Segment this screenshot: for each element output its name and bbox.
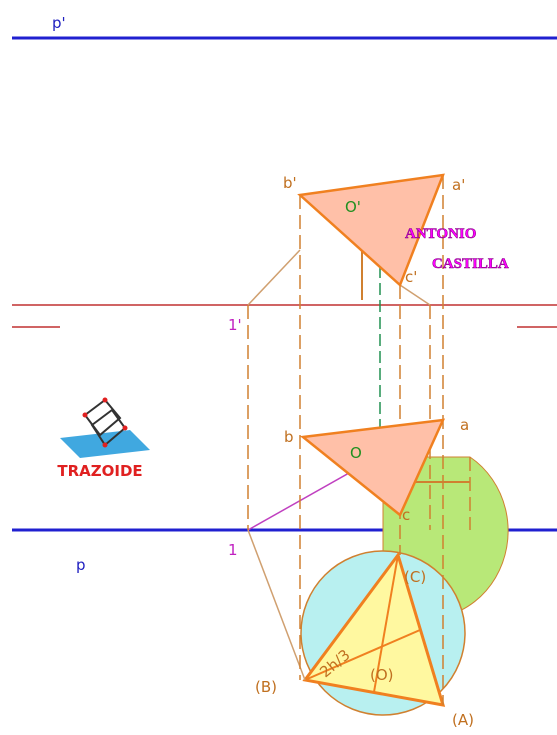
label: p' <box>52 14 66 32</box>
construction-line <box>247 249 301 306</box>
label: O <box>350 444 362 462</box>
label: c <box>402 506 410 524</box>
label: b' <box>283 174 297 192</box>
label: (O) <box>370 666 394 684</box>
label: c' <box>405 268 417 286</box>
author: CASTILLA <box>432 256 509 272</box>
label: 1' <box>228 316 242 334</box>
label: b <box>284 428 294 446</box>
author: ANTONIO <box>405 226 476 242</box>
logo: TRAZOIDE <box>57 397 150 480</box>
projection-lines <box>247 175 471 705</box>
label: a' <box>452 176 465 194</box>
label: 1 <box>228 541 238 559</box>
triangle-elevation <box>297 173 445 288</box>
label: (A) <box>452 711 474 729</box>
label: p <box>76 556 86 574</box>
median <box>373 554 399 693</box>
triangle-plan <box>299 418 446 517</box>
label: a <box>460 416 469 434</box>
logo-text: TRAZOIDE <box>57 462 142 480</box>
median <box>304 629 421 681</box>
label: (C) <box>404 568 426 586</box>
construction-line <box>247 529 306 681</box>
true-triangle <box>302 551 446 707</box>
label: O' <box>345 198 361 216</box>
construction-line <box>399 284 431 306</box>
label: (B) <box>255 678 277 696</box>
